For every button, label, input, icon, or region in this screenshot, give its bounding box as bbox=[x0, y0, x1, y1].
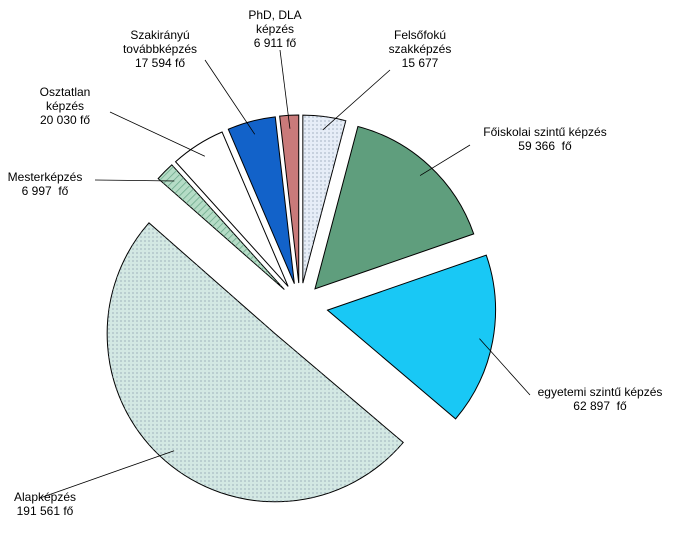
slice-label: Főiskolai szintű képzés 59 366 fő bbox=[483, 125, 606, 153]
pie-slice bbox=[227, 116, 295, 284]
slice-label: Szakirányú továbbképzés 17 594 fő bbox=[113, 28, 208, 70]
leader-line bbox=[322, 69, 391, 131]
value-label: 6 997 fő bbox=[21, 184, 69, 198]
category-name: Alapképzés bbox=[13, 490, 77, 504]
value-label: 17 594 fő bbox=[134, 56, 186, 70]
category-name: egyetemi szintű képzés bbox=[537, 385, 663, 399]
slice-label: Felsőfokú szakképzés 15 677 bbox=[380, 28, 460, 70]
leader-line bbox=[94, 179, 175, 182]
slice-label: Osztatlan képzés 20 030 fő bbox=[30, 85, 100, 127]
leader-line bbox=[204, 59, 256, 135]
value-label: 59 366 fő bbox=[518, 139, 572, 153]
value-label: 191 561 fő bbox=[16, 504, 74, 518]
slice-pattern bbox=[158, 164, 285, 290]
category-name: Szakirányú továbbképzés bbox=[122, 28, 198, 56]
slice-label: egyetemi szintű képzés 62 897 fő bbox=[538, 385, 663, 413]
leader-line bbox=[109, 111, 206, 157]
value-label: 20 030 fő bbox=[39, 113, 91, 127]
category-name: PhD, DLA képzés bbox=[248, 8, 302, 36]
pie-slice bbox=[314, 125, 475, 290]
leader-line bbox=[279, 49, 291, 129]
value-label: 15 677 bbox=[401, 56, 439, 70]
value-label: 62 897 fő bbox=[573, 399, 627, 413]
category-name: Mesterképzés bbox=[7, 170, 83, 184]
pie-slice bbox=[279, 114, 300, 284]
slice-label: PhD, DLA képzés 6 911 fő bbox=[240, 8, 310, 50]
leader-line bbox=[419, 144, 471, 176]
slice-label: Mesterképzés 6 997 fő bbox=[8, 170, 83, 198]
slice-pattern bbox=[107, 222, 404, 502]
slice-label: Alapképzés 191 561 fő bbox=[14, 490, 76, 518]
category-name: Főiskolai szintű képzés bbox=[483, 125, 607, 139]
pie-slice bbox=[174, 131, 289, 287]
value-label: 6 911 fő bbox=[253, 36, 297, 50]
leader-line bbox=[39, 450, 175, 499]
category-name: Osztatlan képzés bbox=[39, 85, 91, 113]
pie-slice bbox=[326, 254, 496, 420]
category-name: Felsőfokú szakképzés bbox=[388, 28, 452, 56]
slice-pattern bbox=[302, 115, 346, 284]
leader-line bbox=[479, 338, 531, 396]
